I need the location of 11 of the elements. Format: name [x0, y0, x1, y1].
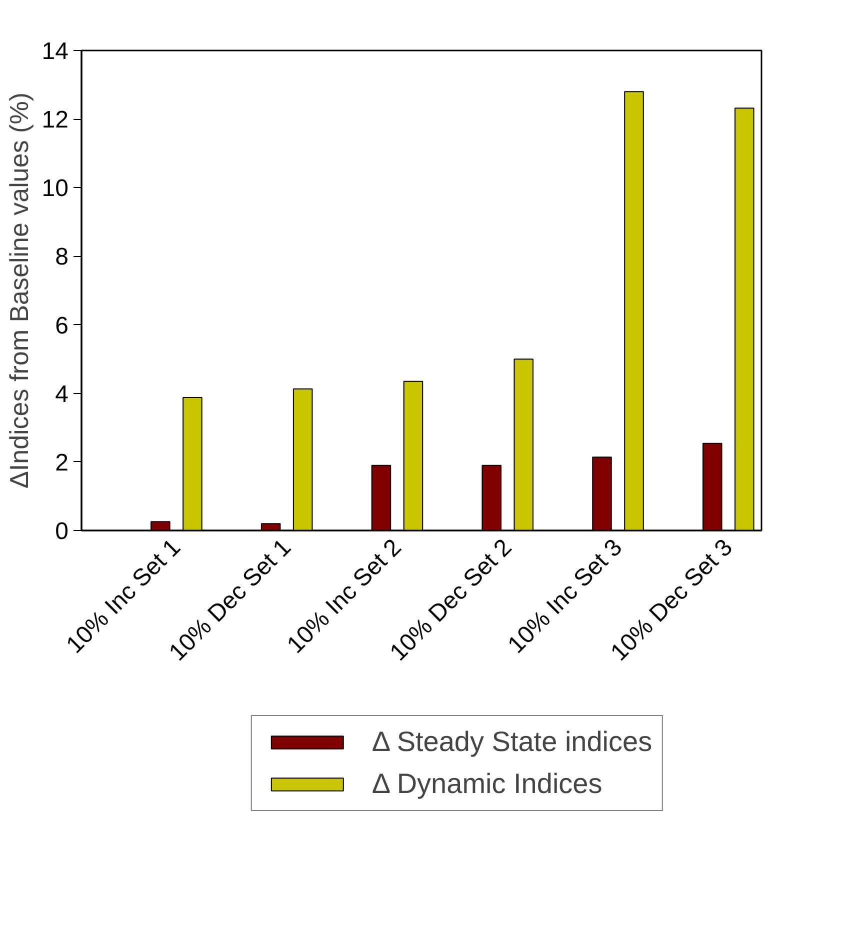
y-axis-title: ΔIndices from Baseline values (%) [4, 92, 34, 488]
y-tick-label: 10 [42, 175, 69, 202]
legend-label: Δ Steady State indices [372, 726, 652, 758]
y-tick-label: 6 [55, 312, 69, 340]
legend-label: Δ Dynamic Indices [372, 768, 602, 800]
y-tick-label: 12 [42, 106, 69, 134]
y-tick-label: 4 [55, 380, 69, 408]
y-tick-label: 0 [55, 518, 69, 545]
y-tick-label: 14 [42, 38, 69, 65]
y-tick-label: 8 [55, 244, 69, 271]
y-tick-label: 2 [55, 449, 69, 476]
